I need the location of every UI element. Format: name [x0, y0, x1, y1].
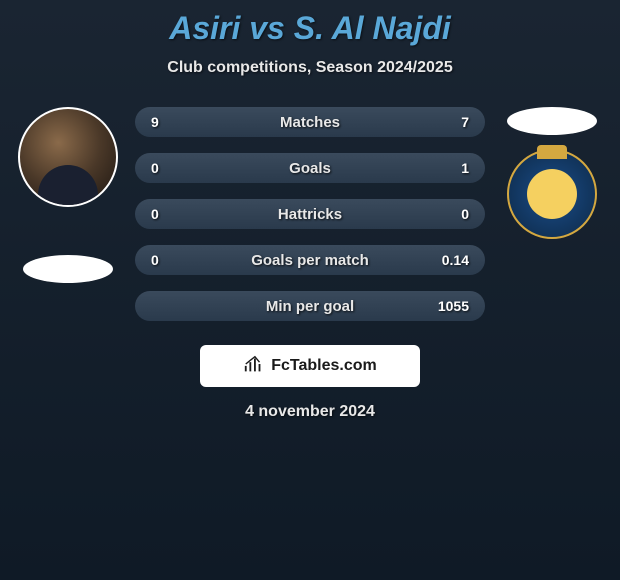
page-title: Asiri vs S. Al Najdi	[0, 10, 620, 47]
player-right-club-oval	[507, 107, 597, 135]
stat-left-value: 0	[151, 252, 191, 268]
branding-text: FcTables.com	[271, 357, 377, 375]
stat-label: Matches	[280, 114, 340, 131]
player-left-club-oval	[23, 255, 113, 283]
comparison-card: Asiri vs S. Al Najdi Club competitions, …	[0, 0, 620, 421]
stat-label: Min per goal	[266, 298, 354, 315]
date-text: 4 november 2024	[0, 403, 620, 421]
stat-left-value: 0	[151, 206, 191, 222]
stat-label: Hattricks	[278, 206, 342, 223]
stat-label: Goals	[289, 160, 331, 177]
stat-rows: 9 Matches 7 0 Goals 1 0 Hattricks 0 0 Go…	[135, 107, 485, 321]
player-left-photo	[18, 107, 118, 207]
club-badge-inner	[527, 169, 577, 219]
stat-right-value: 0.14	[429, 252, 469, 268]
player-left-column	[13, 107, 123, 283]
subtitle: Club competitions, Season 2024/2025	[0, 59, 620, 77]
stat-row-min-per-goal: Min per goal 1055	[135, 291, 485, 321]
stat-right-value: 1	[429, 160, 469, 176]
stat-row-goals-per-match: 0 Goals per match 0.14	[135, 245, 485, 275]
stat-left-value: 0	[151, 160, 191, 176]
stat-right-value: 1055	[429, 298, 469, 314]
player-right-club-badge	[507, 149, 597, 239]
chart-icon	[243, 353, 265, 380]
stats-area: 9 Matches 7 0 Goals 1 0 Hattricks 0 0 Go…	[0, 107, 620, 321]
stat-row-matches: 9 Matches 7	[135, 107, 485, 137]
player-right-column	[497, 107, 607, 287]
stat-left-value: 9	[151, 114, 191, 130]
stat-right-value: 0	[429, 206, 469, 222]
stat-right-value: 7	[429, 114, 469, 130]
stat-label: Goals per match	[251, 252, 369, 269]
branding-box[interactable]: FcTables.com	[200, 345, 420, 387]
stat-row-hattricks: 0 Hattricks 0	[135, 199, 485, 229]
stat-row-goals: 0 Goals 1	[135, 153, 485, 183]
